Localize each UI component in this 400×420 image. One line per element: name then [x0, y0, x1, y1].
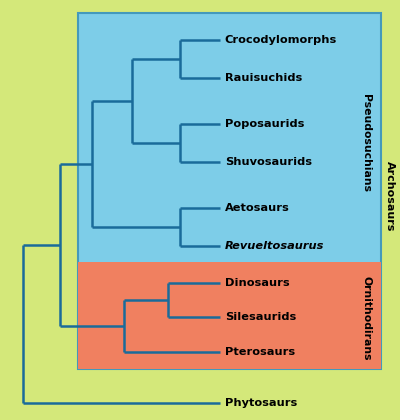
Text: Archosaurs: Archosaurs [385, 161, 395, 231]
Text: Phytosaurs: Phytosaurs [225, 399, 297, 408]
Text: Aetosaurs: Aetosaurs [225, 203, 290, 213]
Text: Poposaurids: Poposaurids [225, 119, 304, 129]
Text: Rauisuchids: Rauisuchids [225, 73, 302, 83]
Text: Revueltosaurus: Revueltosaurus [225, 241, 324, 251]
Text: Silesaurids: Silesaurids [225, 312, 296, 322]
Text: Pterosaurs: Pterosaurs [225, 347, 295, 357]
Bar [78, 262, 381, 369]
Text: Pseudosuchians: Pseudosuchians [361, 94, 371, 192]
Text: Dinosaurs: Dinosaurs [225, 278, 289, 288]
Text: Shuvosaurids: Shuvosaurids [225, 157, 312, 167]
Text: Ornithodirans: Ornithodirans [361, 276, 371, 360]
Text: Crocodylomorphs: Crocodylomorphs [225, 35, 337, 45]
Bar [78, 13, 381, 369]
